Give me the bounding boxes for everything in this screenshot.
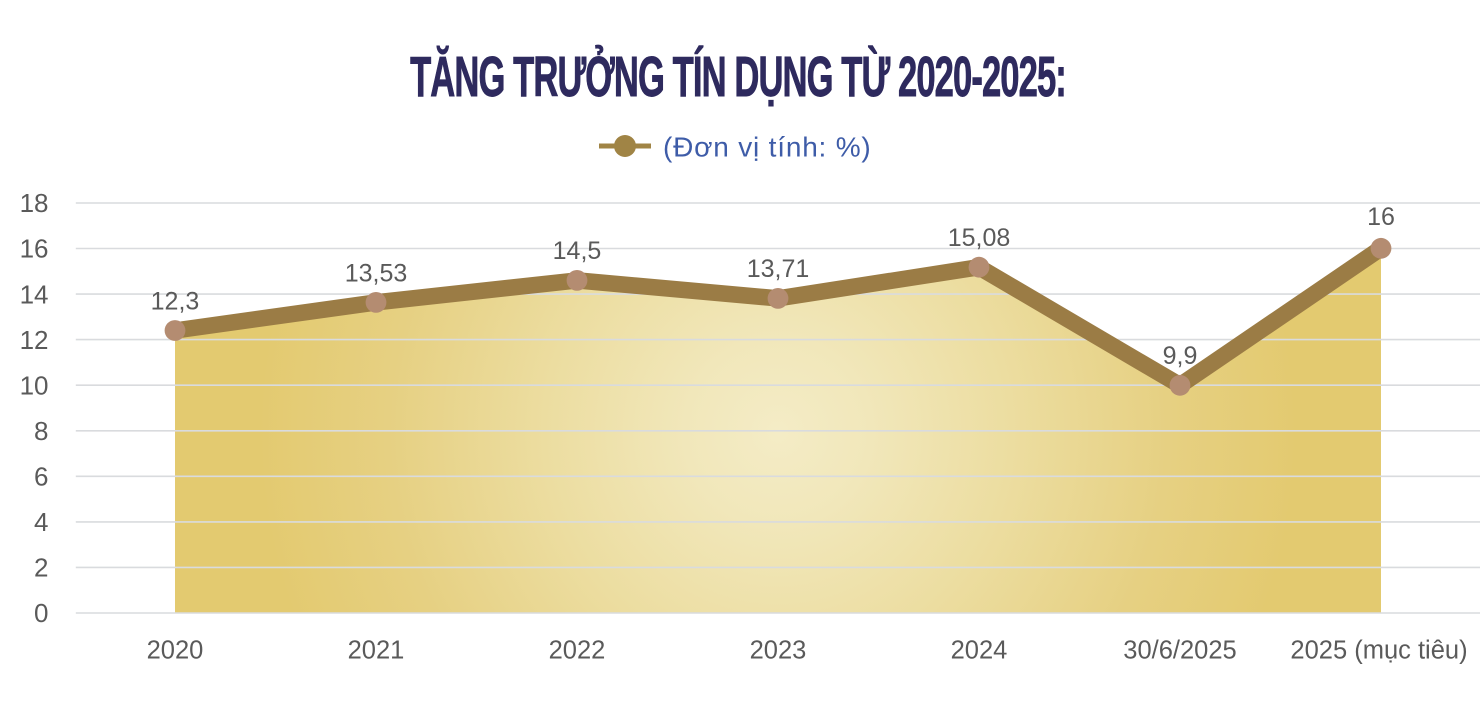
svg-text:2022: 2022 bbox=[549, 636, 606, 664]
svg-text:13,71: 13,71 bbox=[747, 255, 810, 283]
svg-text:18: 18 bbox=[20, 188, 49, 218]
svg-text:6: 6 bbox=[34, 462, 48, 492]
svg-text:16: 16 bbox=[1367, 203, 1395, 231]
svg-text:2025 (mục tiêu): 2025 (mục tiêu) bbox=[1290, 636, 1467, 664]
svg-text:14: 14 bbox=[20, 279, 49, 309]
svg-text:4: 4 bbox=[34, 507, 48, 537]
svg-text:10: 10 bbox=[20, 370, 49, 400]
svg-text:30/6/2025: 30/6/2025 bbox=[1123, 636, 1236, 664]
svg-text:12: 12 bbox=[20, 325, 49, 355]
svg-text:16: 16 bbox=[20, 234, 49, 264]
svg-text:14,5: 14,5 bbox=[553, 237, 602, 265]
svg-text:0: 0 bbox=[34, 598, 48, 628]
svg-text:2021: 2021 bbox=[348, 636, 405, 664]
svg-text:(Đơn vị tính: %): (Đơn vị tính: %) bbox=[663, 132, 872, 163]
svg-text:8: 8 bbox=[34, 416, 48, 446]
svg-text:13,53: 13,53 bbox=[345, 259, 408, 287]
svg-text:2: 2 bbox=[34, 553, 48, 583]
svg-text:9,9: 9,9 bbox=[1163, 342, 1198, 370]
svg-text:12,3: 12,3 bbox=[151, 287, 200, 315]
svg-text:2024: 2024 bbox=[951, 636, 1008, 664]
svg-text:2020: 2020 bbox=[147, 636, 204, 664]
svg-text:2023: 2023 bbox=[750, 636, 807, 664]
svg-text:TĂNG TRƯỞNG TÍN DỤNG TỪ 2020-2: TĂNG TRƯỞNG TÍN DỤNG TỪ 2020-2025: bbox=[410, 44, 1066, 108]
svg-text:15,08: 15,08 bbox=[948, 224, 1011, 252]
